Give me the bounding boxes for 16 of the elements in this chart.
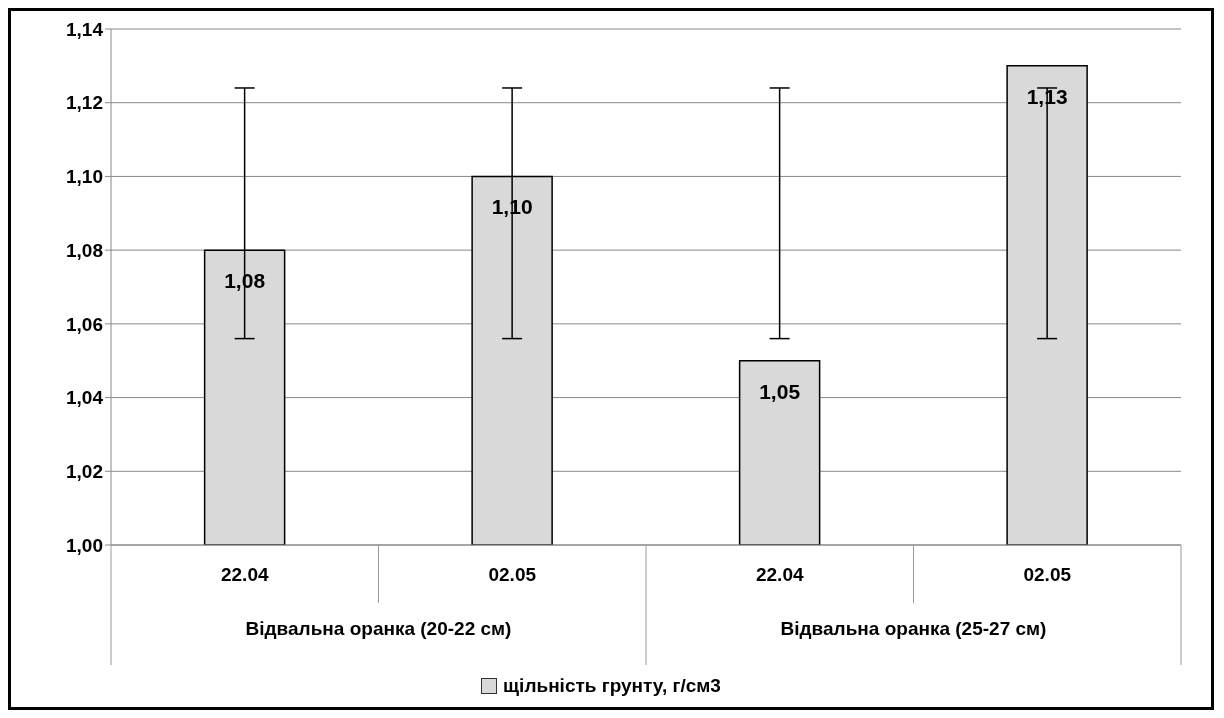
y-tick-label: 1,00 xyxy=(66,534,103,556)
y-tick-label: 1,06 xyxy=(66,313,103,335)
y-tick-label: 1,04 xyxy=(66,387,104,409)
x-tick-label: 02.05 xyxy=(1023,564,1072,585)
text: Відвальна оранка (25-27 см) xyxy=(780,618,1047,639)
y-tick-label: 1,02 xyxy=(66,461,103,483)
x-tick-label: 22.04 xyxy=(220,564,269,585)
text: Відвальна оранка (20-22 см) xyxy=(245,618,512,639)
data-label: 1,05 xyxy=(759,379,801,403)
x-tick-label: 22.04 xyxy=(755,564,804,585)
y-tick-label: 1,08 xyxy=(66,239,103,261)
x-tick-label: 02.05 xyxy=(488,564,537,585)
y-tick-label: 1,14 xyxy=(66,18,104,40)
y-tick-label: 1,12 xyxy=(66,92,103,114)
legend-label: щільність грунту, г/см3 xyxy=(502,675,721,697)
y-tick-label: 1,10 xyxy=(66,166,103,188)
